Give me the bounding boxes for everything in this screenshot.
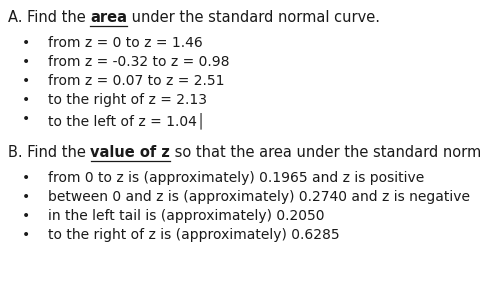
Text: to the right of z is (approximately) 0.6285: to the right of z is (approximately) 0.6…	[48, 228, 340, 242]
Text: from z = 0.07 to z = 2.51: from z = 0.07 to z = 2.51	[48, 74, 225, 88]
Text: value of z: value of z	[91, 145, 170, 160]
Text: •: •	[22, 171, 30, 185]
Text: A. Find the: A. Find the	[8, 10, 90, 25]
Text: in the left tail is (approximately) 0.2050: in the left tail is (approximately) 0.20…	[48, 209, 324, 223]
Text: to the left of z = 1.04│: to the left of z = 1.04│	[48, 112, 205, 129]
Text: between 0 and z is (approximately) 0.2740 and z is negative: between 0 and z is (approximately) 0.274…	[48, 190, 470, 204]
Text: B. Find the: B. Find the	[8, 145, 91, 160]
Text: •: •	[22, 190, 30, 204]
Text: •: •	[22, 112, 30, 126]
Text: under the standard normal curve.: under the standard normal curve.	[127, 10, 380, 25]
Text: from z = 0 to z = 1.46: from z = 0 to z = 1.46	[48, 36, 203, 50]
Text: •: •	[22, 74, 30, 88]
Text: •: •	[22, 93, 30, 107]
Text: to the right of z = 2.13: to the right of z = 2.13	[48, 93, 207, 107]
Text: area: area	[90, 10, 127, 25]
Text: •: •	[22, 209, 30, 223]
Text: •: •	[22, 228, 30, 242]
Text: so that the area under the standard normal curve: so that the area under the standard norm…	[170, 145, 480, 160]
Text: •: •	[22, 36, 30, 50]
Text: from z = -0.32 to z = 0.98: from z = -0.32 to z = 0.98	[48, 55, 229, 69]
Text: •: •	[22, 55, 30, 69]
Text: from 0 to z is (approximately) 0.1965 and z is positive: from 0 to z is (approximately) 0.1965 an…	[48, 171, 424, 185]
